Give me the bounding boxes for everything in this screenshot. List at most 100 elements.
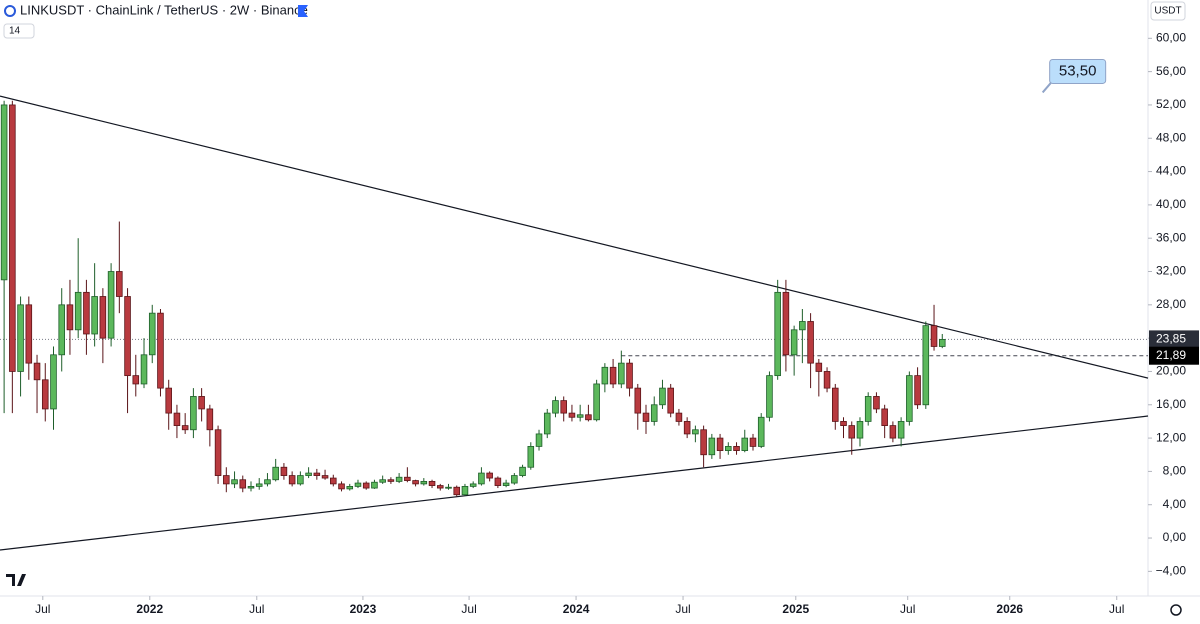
candle-body xyxy=(305,472,312,476)
candle-body xyxy=(527,446,535,468)
candle-body xyxy=(74,291,82,331)
candle-body xyxy=(807,321,814,364)
candle-body xyxy=(157,312,164,389)
candle-body xyxy=(832,387,839,422)
chart-title: LINKUSDT · ChainLink / TetherUS · 2W · B… xyxy=(20,2,308,17)
candle-body xyxy=(502,482,510,486)
candle-body xyxy=(231,479,238,485)
candle-body xyxy=(214,429,222,476)
candle-body xyxy=(223,475,230,485)
candle-body xyxy=(395,476,403,482)
candle-body xyxy=(297,475,304,485)
candle-body xyxy=(757,416,765,447)
candle-body xyxy=(198,396,205,410)
y-tick-label: 52,00 xyxy=(1156,97,1186,111)
candle-body xyxy=(330,477,337,485)
candle-body xyxy=(379,479,386,483)
candle-body xyxy=(445,486,452,489)
x-tick-label: Jul xyxy=(675,602,690,616)
candle-body xyxy=(255,483,263,487)
candle-body xyxy=(873,396,880,410)
logo xyxy=(6,574,26,586)
candle-body xyxy=(659,387,666,406)
y-tick-label: 8,00 xyxy=(1163,464,1187,478)
candle-body xyxy=(552,400,559,414)
candle-body xyxy=(650,404,658,422)
y-tick-label: 36,00 xyxy=(1156,230,1186,244)
settings-icon[interactable] xyxy=(1170,604,1182,616)
x-tick-label: 2026 xyxy=(996,602,1023,616)
candle-body xyxy=(486,472,493,479)
candle-body xyxy=(190,396,197,431)
candle-body xyxy=(387,479,395,482)
candle-body xyxy=(494,477,502,486)
candle-body xyxy=(593,383,600,421)
candle-body xyxy=(469,483,477,487)
candle-body xyxy=(543,412,551,435)
x-tick-label: 2024 xyxy=(563,602,590,616)
candle-body xyxy=(519,466,526,476)
candle-body xyxy=(749,437,757,447)
candle-body xyxy=(181,425,189,431)
y-tick-label: 16,00 xyxy=(1156,397,1186,411)
y-tick-label: 20,00 xyxy=(1156,364,1186,378)
candle-body xyxy=(148,312,156,356)
candle-body xyxy=(313,472,321,476)
callout-box xyxy=(1049,58,1107,84)
candle-body xyxy=(140,354,148,385)
y-tick-label: 0,00 xyxy=(1163,530,1187,544)
candle-body xyxy=(782,291,790,356)
candle-body xyxy=(683,421,691,435)
candle-body xyxy=(511,475,518,484)
candle-body xyxy=(815,362,823,372)
x-tick-label: Jul xyxy=(1109,602,1124,616)
candle-body xyxy=(922,325,930,406)
candle-body xyxy=(17,304,24,372)
candle-body xyxy=(576,414,584,418)
candle-body xyxy=(41,379,49,410)
y-tick-label: 48,00 xyxy=(1156,130,1186,144)
y-tick-label: 56,00 xyxy=(1156,64,1186,78)
candle-body xyxy=(412,480,419,485)
price-label-box xyxy=(1149,330,1199,349)
candle-body xyxy=(58,304,66,356)
candle-body xyxy=(321,475,329,479)
candle-body xyxy=(914,375,921,406)
y-tick-label: −4,00 xyxy=(1156,564,1187,578)
candle-body xyxy=(716,437,724,451)
candle-body xyxy=(889,425,897,439)
candle-body xyxy=(436,485,444,489)
indicator-box[interactable] xyxy=(3,23,35,39)
price-label: 21,89 xyxy=(1156,348,1186,362)
candle-body xyxy=(692,429,699,435)
candle-body xyxy=(848,425,856,439)
candle-body xyxy=(280,466,288,476)
candle-body xyxy=(362,482,370,489)
x-tick-label: 2025 xyxy=(782,602,809,616)
candle-body xyxy=(799,321,806,331)
candle-body xyxy=(675,412,683,422)
candle-body xyxy=(91,296,98,335)
x-tick-label: 2022 xyxy=(136,602,163,616)
candle-body xyxy=(83,291,90,335)
candle-body xyxy=(354,482,362,487)
candle-body xyxy=(626,362,633,389)
y-tick-label: 28,00 xyxy=(1156,297,1186,311)
y-tick-label: 40,00 xyxy=(1156,197,1186,211)
x-tick-label: Jul xyxy=(461,602,476,616)
candle-body xyxy=(733,446,740,451)
candle-body xyxy=(173,412,181,426)
candle-body xyxy=(708,437,716,456)
candle-body xyxy=(272,466,279,481)
candle-body xyxy=(239,479,247,489)
x-tick-label: Jul xyxy=(249,602,264,616)
candle-body xyxy=(774,291,781,377)
candle-body xyxy=(585,414,592,421)
candle-body xyxy=(132,375,140,385)
candle-body xyxy=(0,104,8,281)
candle-body xyxy=(165,387,172,414)
unit-box[interactable] xyxy=(1150,1,1186,21)
candle-body xyxy=(107,271,115,339)
y-tick-label: 4,00 xyxy=(1163,497,1187,511)
